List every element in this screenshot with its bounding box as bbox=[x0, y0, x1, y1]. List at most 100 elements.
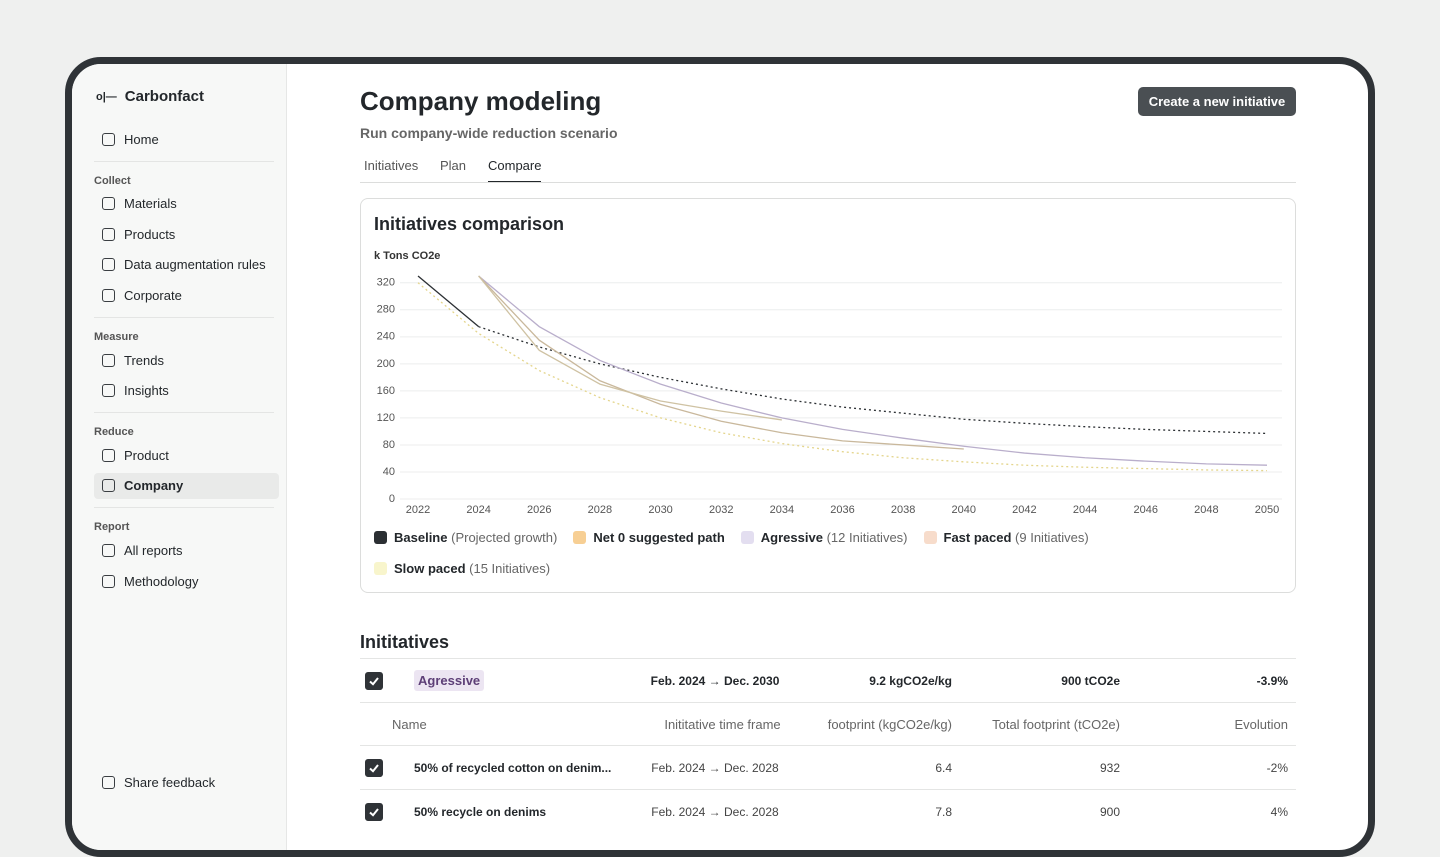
nav-item[interactable]: Insights bbox=[94, 378, 279, 404]
legend-detail: (12 Initiatives) bbox=[826, 530, 908, 545]
nav-label: Products bbox=[124, 226, 176, 242]
legend-text: Slow paced (15 Initiatives) bbox=[394, 561, 550, 576]
x-tick-label: 2044 bbox=[1073, 504, 1097, 516]
legend: Baseline (Projected growth) Net 0 suggest… bbox=[374, 530, 1134, 592]
legend-text: Baseline (Projected growth) bbox=[394, 530, 557, 545]
checkbox[interactable] bbox=[365, 790, 383, 833]
table-row: 50% of recycled cotton on denim... Feb. 2… bbox=[360, 745, 1296, 789]
table-cell: -2% bbox=[1266, 760, 1288, 775]
chart: Initiatives comparison k Tons CO2e 0 40 80… bbox=[374, 214, 1282, 516]
table-cell: 4% bbox=[1270, 804, 1288, 819]
table-cell: Feb. 2024 → Dec. 2028 bbox=[651, 760, 779, 775]
nav-item[interactable]: Trends bbox=[94, 347, 279, 373]
x-tick-label: 2032 bbox=[709, 504, 733, 516]
nav-item[interactable]: Home bbox=[94, 126, 279, 152]
table-cell: -3.9% bbox=[1256, 673, 1288, 688]
divider bbox=[94, 160, 274, 162]
nav-label: Corporate bbox=[124, 287, 182, 303]
y-tick-label: 80 bbox=[383, 439, 395, 451]
nav-icon bbox=[102, 197, 115, 211]
nav-item[interactable]: Methodology bbox=[94, 568, 279, 594]
tab[interactable]: Plan bbox=[440, 158, 467, 173]
group-row: Agressive Feb. 2024 → Dec. 2030 9.2 kgCO2e… bbox=[360, 658, 1296, 702]
nav-icon bbox=[102, 543, 115, 557]
legend-item: Agressive (12 Initiatives) bbox=[740, 530, 908, 545]
chart-card: Initiatives comparison k Tons CO2e 0 40 80… bbox=[360, 198, 1296, 593]
section-title: Collect bbox=[94, 174, 131, 187]
nav-label: Materials bbox=[124, 196, 177, 212]
x-tick-label: 2028 bbox=[588, 504, 612, 516]
table-cell: Feb. 2024 → Dec. 2028 bbox=[651, 804, 779, 819]
nav-icon bbox=[102, 775, 115, 789]
x-tick-label: 2038 bbox=[891, 504, 915, 516]
legend-name: Baseline bbox=[394, 530, 448, 545]
table-cell: 6.4 bbox=[935, 760, 952, 775]
table-cell: 900 bbox=[1099, 804, 1120, 819]
legend-detail: (15 Initiatives) bbox=[469, 561, 551, 576]
table-cell: 50% recycle on denims bbox=[414, 804, 547, 819]
table-cell: 50% of recycled cotton on denim... bbox=[414, 760, 612, 775]
page-subtitle: Run company-wide reduction scenario bbox=[360, 125, 618, 141]
nav-icon bbox=[102, 227, 115, 241]
create-button[interactable]: Create a new initiative bbox=[1138, 87, 1296, 116]
y-tick-label: 40 bbox=[383, 466, 395, 478]
check-icon bbox=[369, 763, 379, 773]
nav-item[interactable]: Company bbox=[94, 472, 279, 499]
y-tick-label: 120 bbox=[377, 412, 395, 424]
chart-title: Initiatives comparison bbox=[374, 214, 564, 234]
legend-item: Net 0 suggested path bbox=[573, 530, 725, 545]
x-tick-label: 2036 bbox=[830, 504, 854, 516]
nav-icon bbox=[102, 574, 115, 588]
nav-label: Product bbox=[124, 447, 169, 463]
x-tick-label: 2048 bbox=[1194, 504, 1218, 516]
y-tick-label: 0 bbox=[389, 493, 395, 505]
x-tick-label: 2050 bbox=[1255, 504, 1279, 516]
legend-swatch bbox=[740, 531, 754, 544]
nav-item[interactable]: Product bbox=[94, 442, 279, 468]
table-cell: 932 bbox=[1099, 760, 1120, 775]
legend-item: Fast paced (9 Initiatives) bbox=[923, 530, 1089, 545]
check-icon bbox=[369, 676, 379, 686]
checkbox[interactable] bbox=[365, 746, 383, 789]
legend-item: Baseline (Projected growth) bbox=[374, 530, 557, 545]
nav-item[interactable]: Materials bbox=[94, 191, 279, 217]
tab[interactable]: Compare bbox=[488, 158, 542, 183]
x-tick-label: 2040 bbox=[952, 504, 976, 516]
nav-label: Data augmentation rules bbox=[124, 257, 266, 273]
checkbox-box[interactable] bbox=[365, 671, 383, 690]
table-cell: Name bbox=[392, 716, 427, 732]
nav-item[interactable]: Products bbox=[94, 221, 279, 247]
section-title: Report bbox=[94, 521, 130, 534]
nav-item[interactable]: Corporate bbox=[94, 282, 279, 308]
section-title: Reduce bbox=[94, 426, 134, 439]
legend-text: Agressive (12 Initiatives) bbox=[761, 530, 908, 545]
table-cell: 7.8 bbox=[935, 804, 952, 819]
nav-item[interactable]: Share feedback bbox=[94, 769, 279, 795]
x-tick-label: 2024 bbox=[466, 504, 490, 516]
nav-icon bbox=[102, 258, 115, 272]
legend-swatch bbox=[374, 562, 387, 575]
table-cell: 900 tCO2e bbox=[1061, 673, 1120, 688]
nav-label: All reports bbox=[124, 542, 183, 558]
nav-icon bbox=[102, 384, 115, 398]
app-window: o|— Carbonfact Home Collect Materials Produc… bbox=[65, 57, 1375, 857]
legend-name: Net 0 suggested path bbox=[593, 530, 725, 545]
table-cell: Total footprint (tCO2e) bbox=[992, 716, 1120, 732]
nav-label: Company bbox=[124, 478, 184, 494]
checkbox-box[interactable] bbox=[365, 802, 383, 821]
checkbox-box[interactable] bbox=[365, 758, 383, 777]
series-line bbox=[478, 275, 964, 450]
legend-swatch bbox=[923, 531, 937, 544]
tab[interactable]: Initiatives bbox=[364, 158, 419, 173]
y-tick-label: 160 bbox=[377, 385, 395, 397]
checkbox[interactable] bbox=[365, 659, 383, 702]
table-cell: Evolution bbox=[1234, 716, 1288, 732]
nav-label: Home bbox=[124, 131, 159, 147]
sidebar: o|— Carbonfact Home Collect Materials Produc… bbox=[72, 64, 287, 850]
nav-item[interactable]: All reports bbox=[94, 537, 279, 563]
table-cell: Feb. 2024 → Dec. 2030 bbox=[650, 673, 780, 688]
legend-name: Fast paced bbox=[943, 530, 1012, 545]
nav-icon bbox=[102, 448, 115, 462]
page-title: Company modeling bbox=[360, 86, 602, 116]
nav-item[interactable]: Data augmentation rules bbox=[94, 252, 279, 278]
